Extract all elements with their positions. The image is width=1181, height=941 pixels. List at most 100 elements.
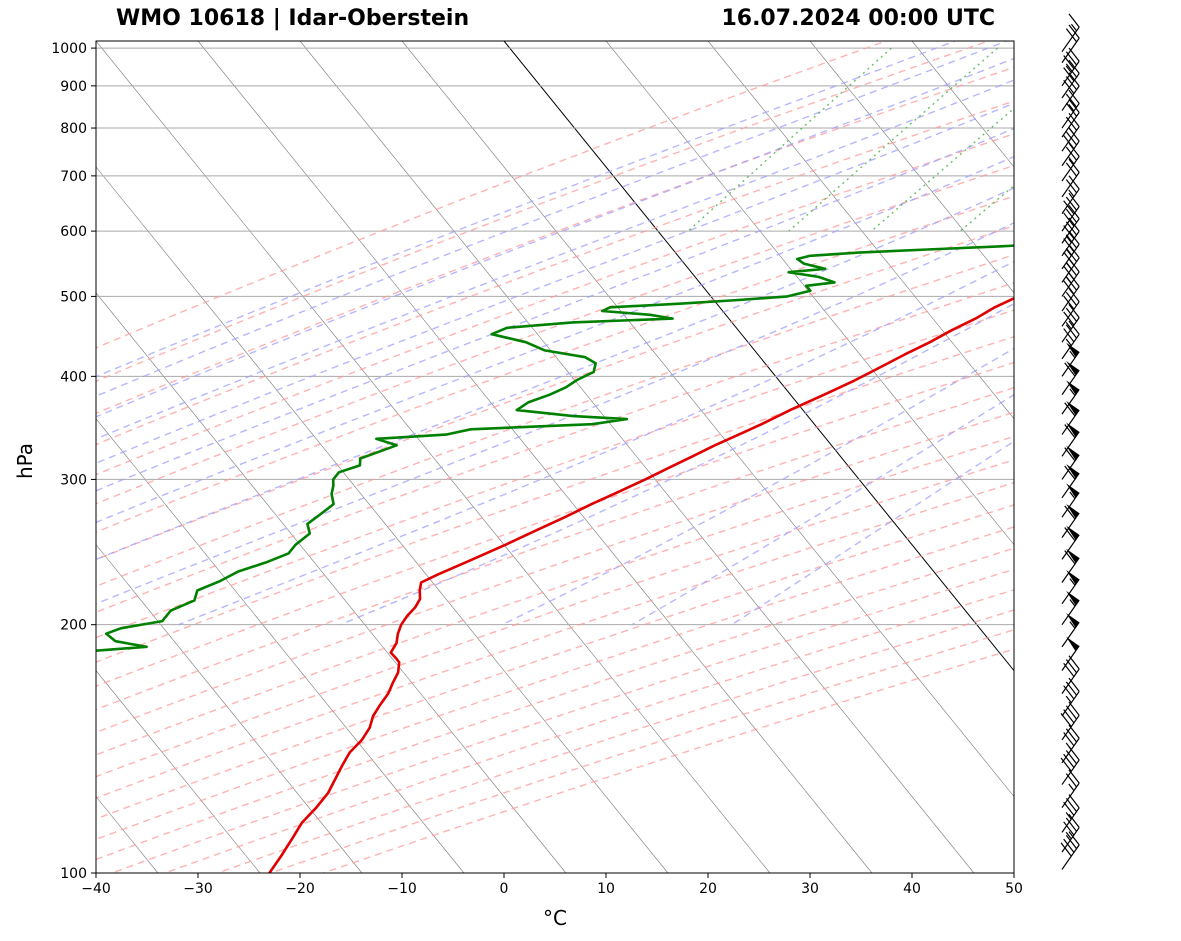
wind-barb-full	[1068, 677, 1080, 692]
dry-adiabat-line	[96, 309, 1014, 639]
wind-barb-full	[1068, 217, 1080, 232]
wind-barb-half	[1065, 235, 1072, 243]
wind-barb-full	[1063, 328, 1075, 343]
wind-barb-full	[1060, 842, 1072, 857]
wind-barb-half	[1069, 388, 1076, 396]
wind-barb-full	[1064, 362, 1076, 377]
wind-barb-half	[1065, 338, 1072, 346]
wind-barb-pennant	[1066, 380, 1080, 395]
wind-barb-full	[1068, 127, 1080, 142]
wind-barb-staff	[1061, 140, 1080, 167]
y-tick-label: 1000	[51, 41, 87, 57]
wind-barb-full	[1068, 112, 1080, 127]
wind-barb-pennant	[1066, 613, 1080, 628]
wind-barb-staff	[1061, 668, 1080, 694]
wind-barb	[1061, 142, 1080, 182]
wind-barb-full	[1065, 208, 1078, 223]
wind-barb-full	[1068, 192, 1080, 207]
x-tick-label: 10	[597, 881, 615, 897]
wind-barb-full	[1065, 659, 1078, 674]
isotherm-line	[707, 41, 1014, 420]
wind-barb-full	[1068, 831, 1080, 846]
chart-title-datetime: 16.07.2024 00:00 UTC	[721, 6, 995, 31]
x-tick-label: −20	[285, 881, 315, 897]
wind-barb-full	[1060, 757, 1072, 772]
wind-barb	[1061, 724, 1080, 764]
wind-barb-staff	[1061, 534, 1080, 560]
wind-barb	[1061, 13, 1080, 53]
wind-barb-pennant	[1066, 342, 1080, 358]
wind-barb	[1061, 422, 1080, 457]
wind-barb-full	[1065, 196, 1078, 211]
wind-barb	[1061, 794, 1080, 833]
dry-adiabat-line	[96, 481, 1014, 799]
wind-barb	[1061, 360, 1080, 396]
wind-barb-full	[1065, 131, 1078, 146]
wind-barb-full	[1068, 230, 1080, 245]
wind-barb-full	[1063, 200, 1075, 215]
wind-barb	[1061, 98, 1080, 138]
wind-barb-full	[1065, 63, 1078, 78]
wind-barbs	[1060, 13, 1080, 870]
wind-barb-full	[1064, 402, 1076, 417]
wind-barb-full	[1065, 324, 1078, 339]
x-tick-label: 0	[500, 881, 509, 897]
wind-barb	[1061, 590, 1080, 626]
wind-barb-full	[1065, 773, 1078, 788]
wind-barb-full	[1065, 28, 1078, 43]
wind-barb-staff	[1061, 85, 1080, 111]
x-tick-label: 30	[801, 881, 819, 897]
wind-barb-half	[1068, 156, 1075, 165]
wind-barb-full	[1063, 709, 1075, 724]
isotherm-line	[96, 41, 771, 873]
isotherm-line	[96, 292, 567, 873]
chart-ticks: −40 −30 −20 −10 0 10 20 30 40 50 1000 900 800 700 600 5…	[51, 41, 1023, 897]
isotherm-line	[96, 418, 465, 873]
chart-series	[96, 244, 1014, 873]
x-tick-label: −10	[387, 881, 417, 897]
wind-barb	[1061, 380, 1080, 415]
wind-barb-full	[1063, 55, 1075, 70]
wind-barb-full	[1068, 746, 1080, 761]
isotherm-line	[401, 41, 1014, 798]
wind-barb-full	[1063, 662, 1075, 677]
dry-adiabat-line	[96, 66, 1014, 415]
wind-barb-full	[1063, 685, 1075, 700]
wind-barb-full	[1064, 550, 1076, 565]
wind-barb-full	[1068, 175, 1080, 190]
dry-adiabat-line	[111, 568, 1014, 873]
dry-adiabat-line	[323, 648, 1014, 873]
chart-title-station: WMO 10618 | Idar-Oberstein	[116, 6, 470, 31]
wind-barb	[1061, 445, 1080, 480]
dry-adiabat-line	[96, 361, 1014, 687]
x-tick-label: 40	[903, 881, 921, 897]
wind-barb-full	[1068, 724, 1080, 739]
moist-adiabat-line	[96, 222, 1014, 605]
wind-barb-full	[1065, 221, 1078, 236]
wind-barb-full	[1068, 655, 1080, 670]
y-tick-label: 900	[60, 79, 87, 95]
wind-barb	[1061, 175, 1080, 214]
wind-barb-full	[1068, 794, 1080, 809]
wind-barb	[1061, 217, 1080, 257]
wind-barb-full	[1068, 24, 1080, 39]
wind-barb-full	[1068, 142, 1080, 157]
wind-barb-half	[1065, 812, 1072, 820]
mixing-ratio-line	[1087, 48, 1181, 231]
wind-barb-half	[1065, 695, 1072, 704]
wind-barb-pennant	[1066, 590, 1080, 606]
wind-barb	[1061, 230, 1080, 270]
wind-barb-pennant	[1066, 422, 1080, 437]
isotherm-line	[809, 41, 1014, 294]
wind-barb-full	[1064, 465, 1076, 480]
wind-barb-full	[1065, 146, 1078, 161]
wind-barb	[1061, 613, 1080, 648]
wind-barb-full	[1068, 769, 1080, 784]
x-tick-label: −40	[81, 881, 111, 897]
wind-barb-staff	[1061, 26, 1080, 53]
wind-barb	[1061, 525, 1080, 560]
wind-barb-full	[1065, 93, 1078, 108]
moist-adiabat-line	[340, 302, 1014, 626]
y-tick-label: 800	[60, 121, 87, 137]
